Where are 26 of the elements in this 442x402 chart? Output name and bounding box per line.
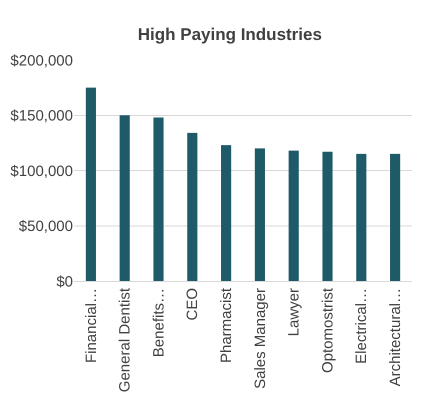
x-tick-label: Pharmacist bbox=[218, 287, 235, 364]
x-tick-label: CEO bbox=[184, 288, 202, 321]
bar bbox=[390, 154, 400, 281]
y-tick-label: $50,000 bbox=[18, 218, 73, 235]
bar bbox=[153, 117, 164, 281]
x-tick-label: Financial… bbox=[82, 288, 100, 364]
x-tick-label: General Dentist bbox=[116, 287, 134, 392]
bar bbox=[221, 145, 232, 281]
bar bbox=[86, 88, 96, 281]
x-tick-label: Electrical… bbox=[353, 288, 370, 364]
y-tick-label: $200,000 bbox=[10, 52, 73, 70]
y-tick-label: $0 bbox=[56, 273, 73, 290]
x-tick-label: Sales Manager bbox=[252, 288, 269, 389]
bar bbox=[288, 150, 299, 281]
bar bbox=[187, 132, 198, 281]
x-tick-label: Benefits… bbox=[150, 288, 168, 358]
x-tick-label: Optomostrist bbox=[319, 287, 336, 374]
y-tick-label: $150,000 bbox=[10, 108, 73, 124]
x-tick-label: Architectural… bbox=[386, 288, 404, 386]
bar bbox=[120, 115, 130, 281]
bar bbox=[356, 154, 366, 281]
y-tick-label: $100,000 bbox=[10, 162, 73, 180]
bar bbox=[254, 148, 265, 281]
chart-title: High Paying Industries bbox=[138, 25, 322, 44]
bar bbox=[322, 152, 333, 281]
x-tick-label: Lawyer bbox=[286, 288, 303, 336]
